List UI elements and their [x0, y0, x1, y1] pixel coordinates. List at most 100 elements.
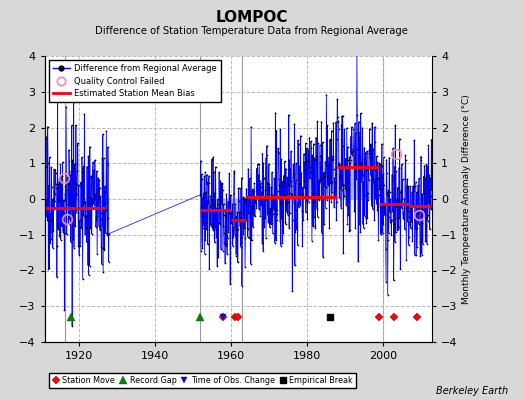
Point: [227, 209, 236, 215]
Point: [332, 171, 340, 178]
Point: [391, 122, 399, 128]
Point: [424, 199, 432, 205]
Point: [368, 206, 377, 212]
Point: [339, 250, 347, 256]
Point: [418, 206, 427, 212]
Point: [101, 189, 109, 196]
Point: [61, 191, 69, 197]
Text: Difference of Station Temperature Data from Regional Average: Difference of Station Temperature Data f…: [95, 26, 408, 36]
Point: [259, 175, 268, 181]
Point: [368, 202, 376, 209]
Point: [225, 210, 234, 216]
Point: [83, 164, 91, 170]
Point: [277, 156, 286, 162]
Point: [47, 236, 55, 243]
Point: [81, 198, 90, 205]
Text: LOMPOC: LOMPOC: [215, 10, 288, 25]
Point: [337, 122, 345, 128]
Point: [45, 265, 53, 271]
Point: [347, 149, 355, 156]
Point: [257, 194, 266, 200]
Point: [340, 182, 348, 188]
Point: [296, 132, 304, 139]
Point: [204, 198, 212, 204]
Point: [203, 181, 211, 187]
Point: [256, 193, 264, 200]
Point: [309, 222, 318, 229]
Point: [224, 199, 232, 206]
Point: [322, 92, 331, 98]
Point: [372, 166, 380, 172]
Point: [373, 153, 381, 160]
Point: [403, 219, 412, 225]
Point: [359, 221, 367, 228]
Point: [269, 211, 277, 217]
Point: [305, 134, 313, 141]
Point: [212, 226, 220, 232]
Point: [65, 147, 73, 153]
Point: [398, 161, 406, 168]
Point: [204, 180, 213, 186]
Point: [282, 165, 290, 172]
Point: [287, 148, 295, 154]
Point: [104, 258, 113, 265]
Point: [420, 173, 428, 180]
Point: [268, 207, 277, 214]
Point: [91, 157, 99, 163]
Point: [88, 204, 96, 211]
Point: [355, 221, 363, 227]
Point: [329, 120, 337, 126]
Point: [358, 124, 366, 131]
Point: [206, 203, 214, 210]
Point: [103, 198, 111, 205]
Point: [423, 218, 432, 224]
Point: [335, 194, 344, 200]
Point: [104, 144, 112, 150]
Point: [351, 154, 359, 160]
Point: [300, 150, 308, 157]
Point: [73, 180, 81, 187]
Point: [382, 157, 390, 163]
Point: [370, 139, 379, 145]
Point: [263, 152, 271, 158]
Point: [315, 142, 324, 148]
Point: [403, 184, 411, 191]
Point: [78, 154, 86, 161]
Point: [96, 227, 104, 233]
Point: [428, 187, 436, 193]
Point: [298, 208, 307, 214]
Point: [399, 209, 407, 216]
Point: [369, 146, 377, 152]
Point: [307, 138, 315, 144]
Point: [222, 243, 230, 249]
Point: [98, 155, 106, 162]
Point: [329, 156, 337, 162]
Point: [99, 131, 107, 138]
Point: [397, 205, 406, 211]
Point: [203, 241, 212, 248]
Point: [303, 200, 311, 206]
Point: [46, 210, 54, 216]
Point: [332, 198, 341, 205]
Point: [244, 234, 252, 240]
Point: [84, 153, 92, 159]
Point: [414, 221, 423, 227]
Point: [358, 170, 366, 177]
Point: [364, 177, 373, 183]
Point: [285, 112, 293, 118]
Point: [408, 218, 416, 225]
Point: [297, 191, 305, 198]
Point: [47, 184, 56, 190]
Point: [73, 168, 81, 174]
Point: [408, 238, 417, 244]
Point: [289, 174, 297, 180]
Point: [295, 163, 303, 169]
Point: [297, 174, 305, 180]
Point: [216, 221, 224, 228]
Point: [290, 171, 298, 177]
Point: [299, 190, 308, 197]
Point: [209, 227, 217, 233]
Point: [341, 160, 350, 166]
Point: [362, 150, 370, 156]
Point: [85, 210, 93, 216]
